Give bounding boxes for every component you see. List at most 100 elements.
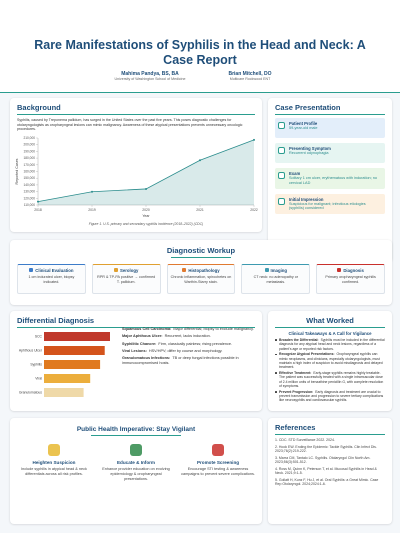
area [38, 139, 254, 205]
section-title: Differential Diagnosis [17, 316, 95, 325]
public-card: Public Health Imperative: Stay Vigilant … [10, 418, 262, 524]
reference: 2. Hook EW. Ending the Epidemic: Tackle … [275, 444, 377, 454]
case-card: Case Presentation Patient Profile 59-year… [268, 98, 392, 262]
takeaway-item: Prevent Progression: Early diagnosis and … [275, 390, 385, 403]
workup-text: Primary oropharyngeal syphilis confirmed… [325, 275, 376, 284]
icon [337, 268, 342, 272]
background-card: Background Syphilis, caused by Treponema… [10, 98, 262, 232]
bar [44, 374, 91, 383]
public-item: Promote Screening Encourage STI testing &… [181, 444, 255, 481]
icon [278, 172, 285, 179]
public-text: Enhance provider education on evolving e… [102, 467, 170, 481]
takeaway-item: Recognize Atypical Presentations: Orophar… [275, 352, 385, 369]
y-tick-label: 160,000 [23, 170, 35, 174]
public-item: Educate & Inform Enhance provider educati… [99, 444, 173, 481]
x-tick-label: 2022 [250, 208, 258, 212]
author-name: Brian Mitchell, DO [228, 71, 272, 77]
differential-item: Squamous Cell Carcinoma: Major differenti… [122, 327, 256, 332]
item-text: Major differential; biopsy to exclude ma… [173, 327, 254, 331]
case-item: Initial Impression Suspicious for maligna… [275, 193, 385, 215]
bullet [275, 339, 277, 341]
bar-label: Syphilis [30, 363, 42, 367]
item-text: Early diagnosis and treatment are crucia… [279, 389, 384, 403]
icon [278, 147, 285, 154]
author-affiliation: Multicare Rockwood ENT [229, 77, 271, 81]
item-term: Major Aphthous Ulcer: [122, 334, 163, 339]
background-text: Syphilis, caused by Treponema pallidum, … [17, 118, 243, 132]
case-label: Exam [289, 171, 301, 176]
item-text: Syphilis must be included in the differe… [279, 338, 385, 351]
reference: 1. CDC. STD Surveillance 2022. 2024. [275, 438, 335, 442]
differential-item: Granulomatous Infections: TB or deep fung… [122, 356, 256, 366]
y-tick-label: 210,000 [23, 136, 35, 140]
item-term: Squamous Cell Carcinoma: [122, 327, 172, 331]
x-tick-label: 2018 [34, 208, 42, 212]
icon [29, 268, 34, 272]
public-label: Heighten Suspicion [32, 460, 76, 465]
y-tick-label: 150,000 [23, 176, 35, 180]
bullet [275, 391, 277, 393]
case-text: Solitary 1 cm ulcer, erythematous with i… [289, 176, 378, 185]
workup-label: Clinical Evaluation [35, 268, 74, 273]
case-label: Presenting Symptom [289, 146, 331, 151]
x-tick-label: 2021 [196, 208, 204, 212]
workup-label: Histopathology [188, 268, 220, 273]
icon [48, 444, 60, 456]
icon [278, 197, 285, 205]
y-tick-label: 190,000 [23, 149, 35, 153]
y-tick-label: 110,000 [24, 203, 36, 207]
icon [130, 444, 142, 456]
y-tick-label: 180,000 [23, 156, 35, 160]
workup-card: Histopathology Chronic inflammation, spir… [166, 264, 236, 294]
item-term: Prevent Progression: [279, 389, 314, 394]
workup-card: Clinical Evaluation 1 cm indurated ulcer,… [17, 264, 86, 294]
icon [182, 268, 187, 272]
takeaway-item: Broaden the Differential: Syphilis must b… [275, 338, 385, 351]
workup-heading: Imaging [245, 268, 306, 273]
workup-card: Imaging CT neck: no adenopathy or metasta… [241, 264, 311, 294]
public-text: Include syphilis in atypical head & neck… [21, 467, 87, 476]
y-tick-label: 200,000 [23, 143, 35, 147]
public-text: Encourage STI testing & awareness campai… [181, 467, 255, 476]
item-text: TB or deep fungal infections possible in… [122, 356, 239, 365]
references-card: References 1. CDC. STD Surveillance 2022… [268, 418, 392, 524]
case-item: Exam Solitary 1 cm ulcer, erythematous wi… [275, 168, 385, 189]
y-tick-label: 130,000 [23, 190, 35, 194]
bar [44, 332, 110, 341]
x-axis-label: Year [142, 214, 150, 218]
item-term: Recognize Atypical Presentations: [279, 352, 335, 357]
bar-label: SCC [35, 335, 43, 339]
differential-item: Syphilitic Chancre: Firm, classically pai… [122, 342, 256, 347]
takeaway-item: Effective Treatment: Early-stage syphilis… [275, 371, 385, 388]
worked-card: What Worked Clinical Takeaways & A Call … [268, 311, 392, 411]
author: Mahima Pandya, BS, BA University of Wash… [100, 71, 200, 81]
workup-heading: Clinical Evaluation [21, 268, 82, 273]
workup-label: Imaging [270, 268, 288, 273]
workup-text: RPR & TP-PA positive → confirmed T. pall… [97, 275, 156, 284]
item-term: Granulomatous Infections: [122, 356, 171, 361]
case-text: Suspicious for malignant; infectious eti… [289, 201, 366, 211]
bar-label: Aphthous Ulcer [19, 349, 43, 353]
section-title: Public Health Imperative: Stay Vigilant [76, 426, 196, 433]
bar-label: Granulomatous [19, 391, 42, 395]
workup-heading: Serology [96, 268, 157, 273]
point [91, 190, 93, 193]
differential-item: Major Aphthous Ulcer: Recurrent, lacks in… [122, 334, 256, 339]
point [145, 187, 147, 190]
case-item: Patient Profile 59-year-old male [275, 118, 385, 138]
bar [44, 360, 101, 369]
section-title: Case Presentation [275, 103, 341, 112]
section-title: Background [17, 103, 61, 112]
workup-card: Diagnostic Workup Clinical Evaluation 1 c… [10, 240, 392, 305]
icon [212, 444, 224, 456]
y-tick-label: 140,000 [23, 183, 35, 187]
workup-heading: Histopathology [171, 268, 232, 273]
workup-text: 1 cm indurated ulcer, biopsy indicated. [28, 275, 75, 284]
workup-card: Serology RPR & TP-PA positive → confirmed… [91, 264, 161, 294]
workup-label: Diagnosis [343, 268, 364, 273]
header [0, 0, 400, 93]
bar [44, 346, 105, 355]
public-item: Heighten Suspicion Include syphilis in at… [17, 444, 91, 481]
bar [44, 388, 84, 397]
